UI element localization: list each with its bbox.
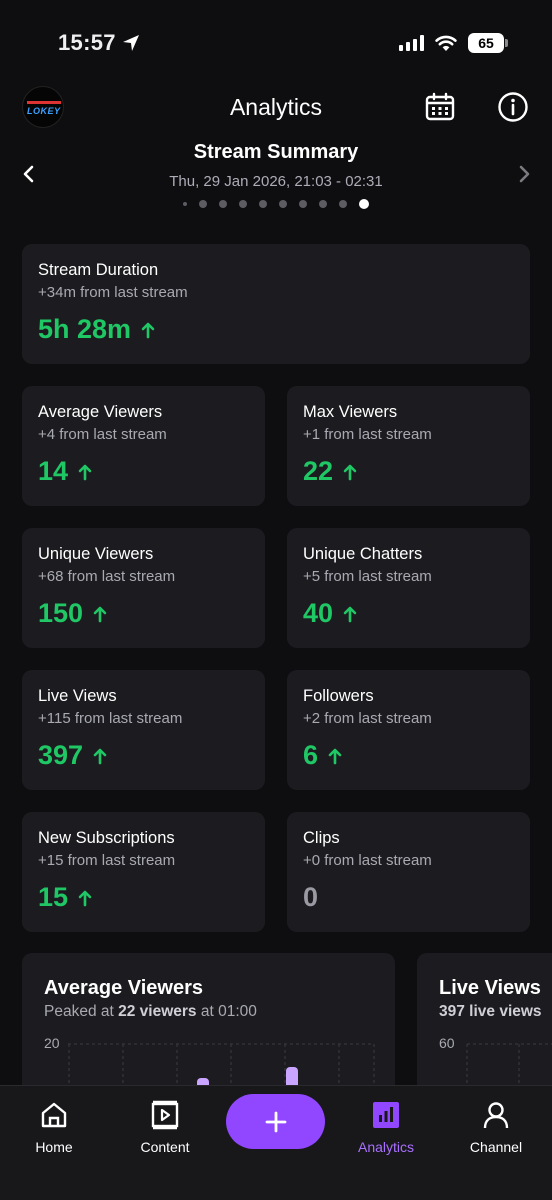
avatar[interactable]: LOKEY — [22, 86, 64, 128]
battery-icon: 65 — [468, 33, 508, 53]
stat-change: +0 from last stream — [303, 852, 432, 869]
stat-value: 150 — [38, 598, 84, 628]
trend-up-icon — [328, 748, 342, 764]
stat-card-unique-viewers: Unique Viewers +68 from last stream 150 — [22, 528, 265, 648]
stat-card-unique-chatters: Unique Chatters +5 from last stream 40 — [287, 528, 530, 648]
page-dot[interactable] — [239, 200, 247, 208]
home-icon — [41, 1102, 67, 1128]
stat-value: 22 — [303, 456, 334, 486]
page-dot[interactable] — [199, 200, 207, 208]
page-dot[interactable] — [279, 200, 287, 208]
tab-home[interactable]: Home — [4, 1098, 104, 1155]
stat-change: +4 from last stream — [38, 426, 167, 443]
chart-title: Average Viewers — [44, 977, 203, 999]
tab-label: Home — [35, 1139, 73, 1155]
bottom-tab-bar: Home Content Analytics Channel — [0, 1085, 552, 1200]
avatar-logo: LOKEY — [27, 106, 61, 116]
stat-title: Max Viewers — [303, 403, 398, 421]
chart-subtitle: 397 live views — [439, 1003, 542, 1020]
stat-change: +34m from last stream — [38, 284, 188, 301]
stat-card-live-views: Live Views +115 from last stream 397 — [22, 670, 265, 790]
trend-up-icon — [141, 322, 155, 338]
stat-card-max-viewers: Max Viewers +1 from last stream 22 — [287, 386, 530, 506]
stat-value: 6 — [303, 740, 319, 770]
stat-value: 0 — [303, 882, 319, 912]
content-icon — [151, 1100, 179, 1130]
summary-title: Stream Summary — [193, 141, 359, 163]
tab-label: Content — [140, 1139, 190, 1155]
tab-analytics[interactable]: Analytics — [336, 1098, 436, 1155]
stat-change: +115 from last stream — [38, 710, 183, 727]
tab-channel[interactable]: Channel — [446, 1098, 546, 1155]
location-arrow-icon — [122, 35, 139, 51]
trend-up-icon — [93, 748, 107, 764]
stat-change: +5 from last stream — [303, 568, 432, 585]
page-dot-active[interactable] — [359, 199, 369, 209]
stat-card-average-viewers: Average Viewers +4 from last stream 14 — [22, 386, 265, 506]
stat-title: Live Views — [38, 687, 117, 705]
stat-value: 397 — [38, 740, 84, 770]
stat-title: New Subscriptions — [38, 829, 175, 847]
trend-up-icon — [78, 464, 92, 480]
chevron-right-icon — [519, 165, 530, 183]
stat-card-new-subscriptions: New Subscriptions +15 from last stream 1… — [22, 812, 265, 932]
summary-date: Thu, 29 Jan 2026, 21:03 - 02:31 — [169, 173, 383, 190]
chart-title: Live Views — [439, 977, 541, 999]
stat-change: +2 from last stream — [303, 710, 432, 727]
page-dot[interactable] — [319, 200, 327, 208]
next-stream-button[interactable] — [512, 162, 536, 186]
page-dot[interactable] — [339, 200, 347, 208]
status-time: 15:57 — [58, 30, 116, 55]
calendar-icon — [425, 92, 455, 121]
plus-icon — [265, 1111, 286, 1132]
trend-up-icon — [78, 890, 92, 906]
stat-card-clips: Clips +0 from last stream 0 — [287, 812, 530, 932]
chart-y-tick: 60 — [439, 1035, 455, 1051]
stat-change: +15 from last stream — [38, 852, 176, 869]
page-indicator[interactable] — [0, 199, 552, 209]
stat-title: Unique Viewers — [38, 545, 154, 563]
stat-card-followers: Followers +2 from last stream 6 — [287, 670, 530, 790]
stat-title: Stream Duration — [38, 261, 159, 279]
calendar-button[interactable] — [424, 91, 456, 123]
stat-title: Clips — [303, 829, 340, 847]
trend-up-icon — [343, 606, 357, 622]
page-dot[interactable] — [259, 200, 267, 208]
page-dot[interactable] — [219, 200, 227, 208]
stat-value: 40 — [303, 598, 334, 628]
info-button[interactable] — [497, 91, 529, 123]
chevron-left-icon — [23, 165, 34, 183]
stat-change: +1 from last stream — [303, 426, 432, 443]
create-button[interactable] — [226, 1094, 325, 1149]
wifi-icon — [435, 35, 457, 51]
chart-y-tick: 20 — [44, 1035, 60, 1051]
info-icon — [498, 92, 528, 122]
stat-title: Unique Chatters — [303, 545, 423, 563]
chart-subtitle: Peaked at 22 viewers at 01:00 — [44, 1003, 257, 1020]
stat-value: 14 — [38, 456, 69, 486]
battery-level: 65 — [478, 35, 494, 51]
page-dot[interactable] — [299, 200, 307, 208]
stat-value: 15 — [38, 882, 69, 912]
channel-icon — [483, 1102, 509, 1129]
stat-value: 5h 28m — [38, 314, 132, 344]
stat-card-stream-duration: Stream Duration +34m from last stream 5h… — [22, 244, 530, 364]
previous-stream-button[interactable] — [17, 162, 41, 186]
stat-title: Followers — [303, 687, 374, 705]
tab-label: Analytics — [357, 1139, 415, 1155]
analytics-icon — [373, 1102, 399, 1128]
cellular-signal-icon — [399, 35, 424, 51]
page-title: Analytics — [229, 94, 323, 120]
tab-label: Channel — [469, 1139, 523, 1155]
stat-title: Average Viewers — [38, 403, 163, 421]
tab-content[interactable]: Content — [115, 1098, 215, 1155]
stat-change: +68 from last stream — [38, 568, 176, 585]
page-dot[interactable] — [183, 202, 187, 206]
trend-up-icon — [343, 464, 357, 480]
trend-up-icon — [93, 606, 107, 622]
status-bar: 15:57 65 — [0, 0, 552, 90]
